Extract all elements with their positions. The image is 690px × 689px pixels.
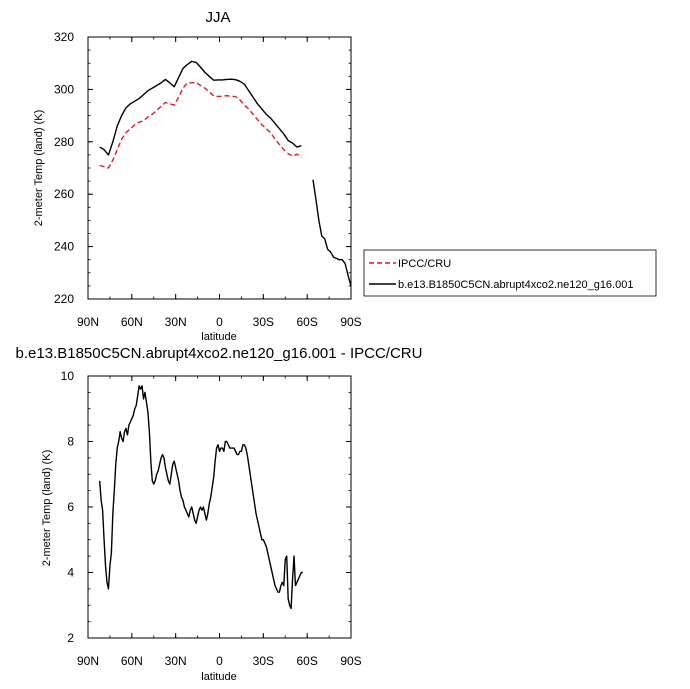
bottom-panel: b.e13.B1850C5CN.abrupt4xco2.ne120_g16.00… (16, 345, 423, 683)
x-axis-label: latitude (201, 671, 236, 683)
y-tick-labels: 220 240 260 280 300 320 (54, 30, 74, 306)
x-tick-label: 60N (121, 654, 143, 668)
y-tick-label: 2 (67, 631, 74, 645)
y-tick-labels: 2 4 6 8 10 (61, 369, 75, 645)
x-tick-label: 0 (216, 654, 223, 668)
x-tick-label: 90N (77, 315, 99, 329)
y-axis-label: 2-meter Temp (land) (K) (41, 450, 53, 567)
y-tick-label: 300 (54, 82, 74, 96)
series-line-model (312, 179, 352, 287)
series-line-model (98, 385, 303, 610)
x-tick-labels: 90N 60N 30N 0 30S 60S 90S (77, 654, 362, 668)
y-tick-label: 320 (54, 30, 74, 44)
x-tick-label: 30S (253, 315, 274, 329)
legend-label-model: b.e13.B1850C5CN.abrupt4xco2.ne120_g16.00… (398, 279, 633, 291)
chart-title: JJA (205, 9, 230, 26)
series-group (99, 60, 352, 287)
series-line-ipcc-cru (99, 81, 302, 169)
tick-marks (87, 36, 352, 300)
legend-label-ipcc: IPCC/CRU (398, 258, 451, 270)
plot-frame (87, 375, 352, 639)
y-tick-label: 240 (54, 240, 74, 254)
top-panel: JJA 90N 60N 30N 0 30S 60S 90S 220 240 260 280 300 3… (33, 9, 362, 343)
plot-frame (87, 36, 352, 300)
y-tick-label: 6 (67, 500, 74, 514)
x-tick-label: 90N (77, 654, 99, 668)
y-tick-label: 280 (54, 135, 74, 149)
x-tick-label: 60N (121, 315, 143, 329)
tick-marks (87, 375, 352, 639)
x-tick-label: 90S (340, 654, 361, 668)
x-tick-label: 60S (296, 315, 317, 329)
y-tick-label: 10 (61, 369, 75, 383)
y-tick-label: 4 (67, 566, 74, 580)
y-tick-label: 8 (67, 435, 74, 449)
legend-box (363, 249, 657, 297)
x-tick-label: 30S (253, 654, 274, 668)
x-tick-label: 0 (216, 315, 223, 329)
y-tick-label: 220 (54, 292, 74, 306)
legend: IPCC/CRU b.e13.B1850C5CN.abrupt4xco2.ne1… (363, 249, 657, 297)
chart-title: b.e13.B1850C5CN.abrupt4xco2.ne120_g16.00… (16, 345, 423, 362)
x-tick-label: 60S (296, 654, 317, 668)
x-tick-label: 30N (165, 315, 187, 329)
x-tick-label: 90S (340, 315, 361, 329)
series-group (98, 385, 303, 610)
x-axis-label: latitude (201, 331, 236, 343)
x-tick-labels: 90N 60N 30N 0 30S 60S 90S (77, 315, 362, 329)
x-tick-label: 30N (165, 654, 187, 668)
y-axis-label: 2-meter Temp (land) (K) (33, 110, 45, 227)
y-tick-label: 260 (54, 187, 74, 201)
series-line-model (99, 60, 302, 156)
